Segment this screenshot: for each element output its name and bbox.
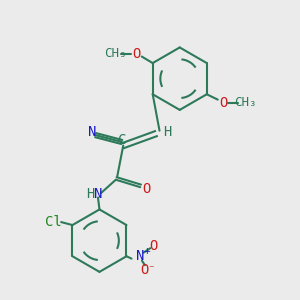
Text: CH₃: CH₃ [104,47,126,60]
Text: N: N [88,124,96,139]
Text: H: H [86,187,94,201]
Text: ⁻: ⁻ [147,263,154,276]
Text: O: O [132,46,140,61]
Text: O: O [141,262,149,277]
Text: Cl: Cl [45,215,61,229]
Text: N: N [136,249,145,263]
Text: CH₃: CH₃ [234,96,256,109]
Text: O: O [150,239,158,253]
Text: +: + [143,246,150,256]
Text: O: O [142,182,150,196]
Text: H: H [163,125,171,139]
Text: O: O [219,96,227,110]
Text: C: C [118,133,127,147]
Text: N: N [94,187,102,201]
